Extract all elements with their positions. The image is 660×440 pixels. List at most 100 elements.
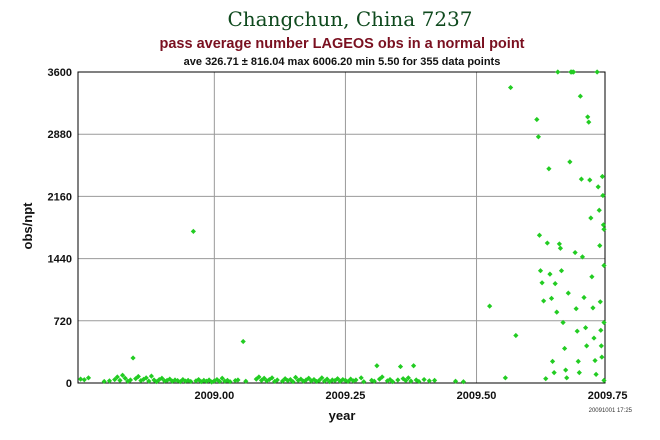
data-point — [601, 377, 607, 384]
data-point — [431, 377, 438, 384]
data-point — [539, 280, 545, 286]
plot-area-frame — [77, 71, 606, 384]
data-point — [358, 375, 364, 381]
data-point — [235, 377, 241, 383]
data-point — [591, 335, 597, 341]
data-point — [594, 69, 600, 75]
data-point — [570, 69, 577, 75]
data-point — [487, 303, 493, 309]
y-tick-label: 0 — [66, 378, 72, 390]
data-point — [408, 378, 414, 384]
data-point — [101, 378, 107, 385]
data-point — [324, 376, 330, 382]
data-point — [114, 374, 120, 380]
data-point — [599, 173, 605, 180]
data-point — [240, 338, 246, 345]
data-point — [390, 379, 396, 385]
data-point — [536, 232, 543, 238]
data-point — [544, 240, 550, 246]
data-point — [546, 166, 552, 172]
data-point — [548, 295, 555, 301]
data-point — [403, 377, 409, 384]
data-point — [535, 134, 542, 140]
data-point — [387, 376, 393, 383]
data-point — [595, 184, 601, 190]
data-point — [460, 379, 467, 385]
data-point — [585, 114, 591, 120]
data-point — [182, 378, 189, 384]
data-point — [81, 377, 87, 383]
data-point — [151, 377, 157, 383]
timestamp: 20091001 17:25 — [589, 408, 633, 414]
data-point — [552, 281, 558, 287]
data-point — [575, 358, 581, 365]
data-point — [588, 215, 594, 221]
data-point — [426, 378, 432, 384]
data-point — [551, 370, 557, 376]
data-point — [584, 343, 590, 349]
data-point — [227, 379, 233, 385]
data-point — [534, 116, 540, 123]
x-tick-label: 2009.00 — [194, 390, 234, 402]
data-point — [556, 241, 562, 247]
data-point — [206, 377, 212, 383]
data-point — [190, 228, 196, 234]
y-axis-label: obs/npt — [20, 202, 35, 250]
data-point — [541, 298, 547, 304]
data-point — [579, 254, 586, 260]
y-tick-label: 2880 — [48, 129, 72, 141]
y-tick-label: 1440 — [48, 254, 72, 266]
data-point — [572, 249, 578, 256]
data-point — [573, 306, 579, 312]
data-point — [421, 376, 427, 383]
data-point — [405, 375, 411, 381]
data-point — [209, 379, 215, 385]
data-point — [167, 376, 173, 382]
data-point — [298, 376, 304, 382]
data-point — [555, 69, 561, 75]
data-point — [395, 377, 401, 383]
data-point — [374, 363, 380, 369]
data-point — [188, 378, 194, 385]
data-point — [397, 363, 404, 370]
data-point — [216, 378, 223, 385]
data-point — [597, 299, 603, 305]
data-point — [148, 373, 155, 379]
chart-title: Changchun, China 7237 — [228, 7, 473, 31]
data-point — [543, 376, 549, 382]
data-point — [222, 378, 228, 384]
data-point — [256, 374, 262, 380]
x-tick-label: 2009.75 — [588, 390, 628, 402]
data-point — [582, 325, 589, 331]
data-point — [214, 376, 220, 383]
data-point — [329, 377, 335, 383]
data-point — [554, 309, 560, 315]
x-tick-label: 2009.50 — [457, 390, 497, 402]
data-point — [562, 345, 568, 352]
axis-ticks: 2009.00 2009.25 2009.50 2009.75 0 720 1440 2160… — [48, 67, 628, 402]
data-point — [596, 207, 602, 213]
data-point — [598, 343, 604, 349]
data-point — [581, 294, 587, 301]
data-point — [513, 332, 519, 339]
data-point — [219, 375, 225, 381]
data-point — [112, 376, 118, 383]
data-point — [146, 378, 152, 384]
data-point — [282, 376, 288, 382]
data-point — [567, 159, 573, 165]
data-point — [274, 377, 280, 383]
data-point — [508, 84, 514, 91]
data-point — [269, 375, 275, 381]
grid-lines — [78, 72, 605, 383]
data-point — [577, 93, 583, 99]
data-point — [119, 372, 126, 378]
y-tick-label: 3600 — [48, 67, 72, 79]
data-point — [293, 374, 299, 380]
data-point — [78, 376, 84, 382]
x-axis-label: year — [329, 408, 356, 423]
data-point — [587, 177, 593, 183]
data-point — [348, 376, 354, 382]
data-point — [117, 377, 123, 384]
data-point — [361, 379, 367, 385]
